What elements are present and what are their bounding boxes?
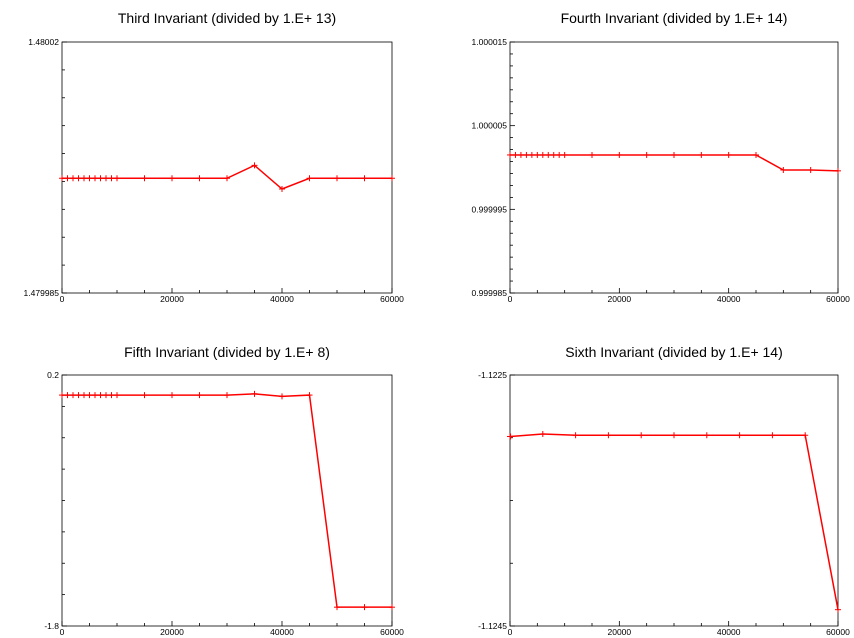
sixth-y-tick-label: -1.1245 (478, 621, 507, 631)
sixth-x-tick-label: 20000 (608, 627, 632, 637)
fourth-x-tick-label: 40000 (717, 294, 741, 304)
fifth-x-tick-label: 60000 (380, 627, 404, 637)
fourth-plot-frame (509, 41, 839, 294)
fifth-series-line (62, 393, 392, 608)
third-x-tick-label: 20000 (160, 294, 184, 304)
sixth-plot-frame (509, 374, 839, 627)
fourth-x-tick-label: 20000 (608, 294, 632, 304)
fifth-x-tick-label: 40000 (270, 627, 294, 637)
fourth-x-tick-label: 60000 (826, 294, 850, 304)
chart-title-fourth-invariant: Fourth Invariant (divided by 1.E+ 14) (560, 10, 788, 26)
chart-title-fifth-invariant: Fifth Invariant (divided by 1.E+ 8) (124, 344, 330, 360)
third-plot-frame (61, 41, 393, 294)
third-x-tick-label: 60000 (380, 294, 404, 304)
sixth-x-tick-label: 0 (508, 627, 513, 637)
third-x-tick-label: 40000 (270, 294, 294, 304)
chart-title-third-invariant: Third Invariant (divided by 1.E+ 13) (117, 10, 337, 26)
fourth-y-tick-label: 1.000015 (472, 37, 508, 47)
third-y-tick-label: 1.48002 (28, 37, 59, 47)
third-x-tick-label: 0 (60, 294, 65, 304)
fifth-plot-frame (61, 374, 393, 627)
sixth-y-tick-label: -1.1225 (478, 370, 507, 380)
fourth-x-tick-label: 0 (508, 294, 513, 304)
sixth-series-line (510, 433, 839, 610)
fifth-x-tick-label: 20000 (160, 627, 184, 637)
fifth-y-tick-label: -1.8 (44, 621, 59, 631)
fourth-y-tick-label: 1.000005 (472, 121, 508, 131)
fourth-y-tick-label: 0.999995 (472, 204, 508, 214)
fifth-y-tick-label: 0.2 (47, 370, 59, 380)
third-y-tick-label: 1.479985 (24, 288, 60, 298)
sixth-x-tick-label: 60000 (826, 627, 850, 637)
fifth-x-tick-label: 0 (60, 627, 65, 637)
fourth-y-tick-label: 0.999985 (472, 288, 508, 298)
sixth-x-tick-label: 40000 (717, 627, 741, 637)
chart-title-sixth-invariant: Sixth Invariant (divided by 1.E+ 14) (565, 344, 783, 360)
